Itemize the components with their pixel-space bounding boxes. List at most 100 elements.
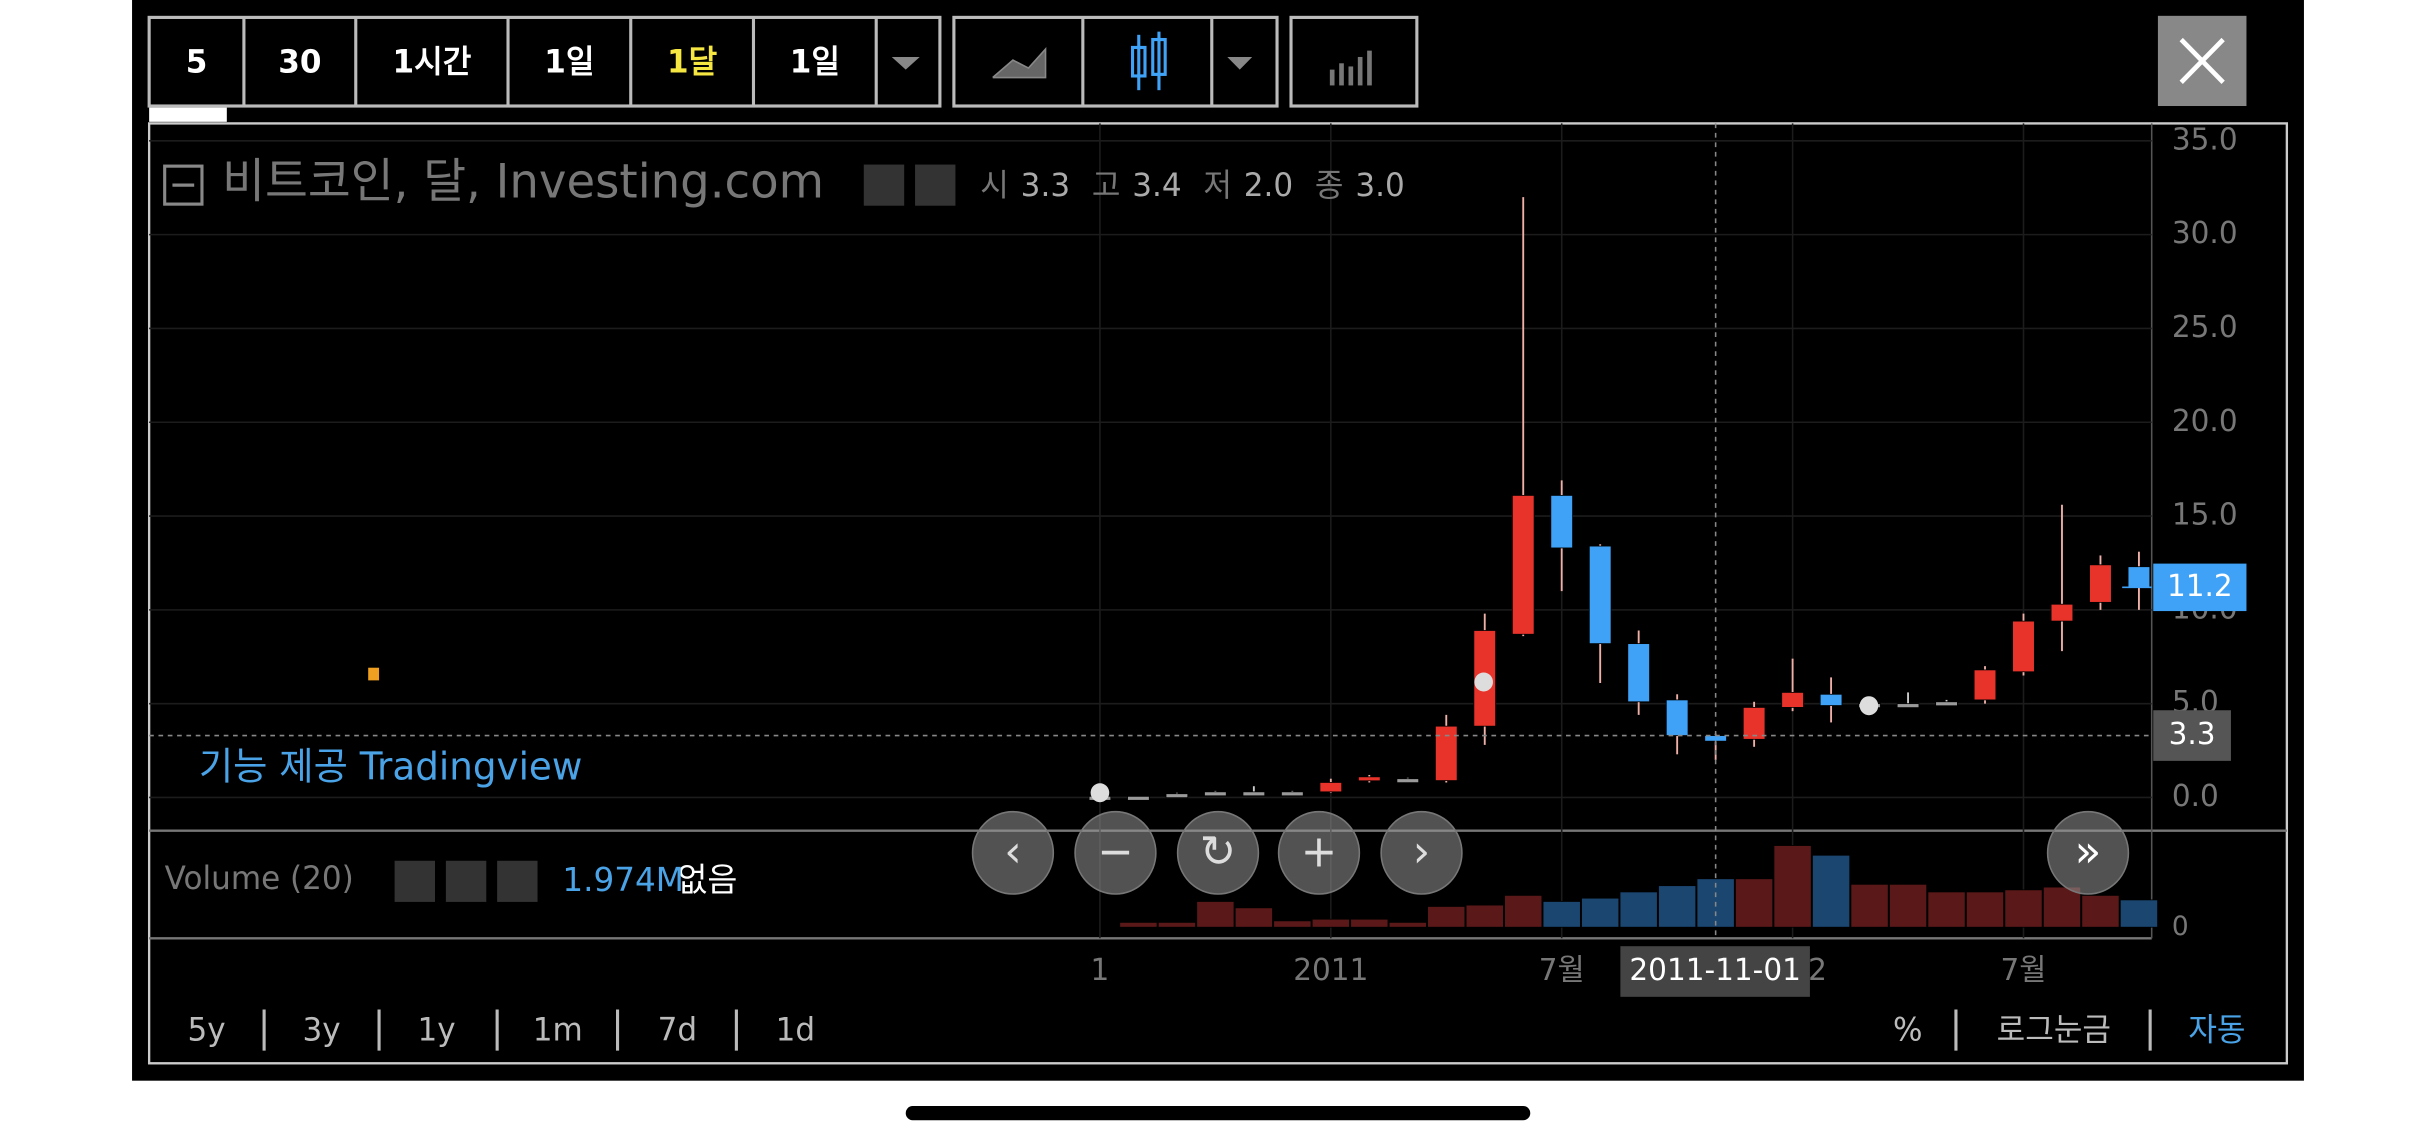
- candle-body: [1973, 669, 1997, 701]
- candle-body: [1319, 782, 1343, 793]
- range-button[interactable]: 1d: [776, 1012, 815, 1048]
- option-button[interactable]: 로그눈금: [1997, 1012, 2111, 1048]
- collapse-tab[interactable]: [149, 107, 227, 122]
- volume-bar: [2004, 889, 2043, 928]
- volume-bar: [1311, 918, 1350, 928]
- candle-body: [1627, 643, 1650, 703]
- line-chart-icon[interactable]: [992, 47, 1047, 79]
- indicator-button[interactable]: [1289, 15, 1419, 108]
- last-price: 11.2: [2167, 569, 2233, 604]
- volume-bar: [1388, 921, 1427, 928]
- nav-button[interactable]: [1380, 810, 1463, 895]
- toolbar: [147, 15, 2247, 122]
- option-button[interactable]: %: [1893, 1012, 1923, 1048]
- y-tick-label: 30.0: [2172, 216, 2238, 251]
- settings-button[interactable]: [915, 164, 956, 206]
- candle-body: [2050, 603, 2074, 622]
- eye-button[interactable]: [863, 164, 905, 206]
- volume-bar: [1658, 885, 1697, 928]
- event-marker: [1474, 672, 1493, 692]
- volume-bar: [2119, 899, 2158, 928]
- volume-bar: [1427, 906, 1466, 928]
- nav-button[interactable]: [2046, 810, 2130, 895]
- nav-button[interactable]: [1074, 810, 1157, 895]
- candle-body: [1358, 776, 1381, 782]
- candle-body: [1511, 495, 1535, 635]
- y-tick-label: 15.0: [2172, 497, 2238, 532]
- range-button[interactable]: 5y: [188, 1012, 226, 1048]
- nav-button[interactable]: [1176, 810, 1260, 895]
- ohlc-label: 종: [1315, 168, 1344, 204]
- volume-tick-label: 0: [2172, 911, 2189, 942]
- ohlc-label: 저: [1203, 168, 1232, 204]
- indicator-icon: [1329, 50, 1372, 86]
- volume-bar: [1619, 891, 1658, 928]
- dropdown-icon[interactable]: [1227, 56, 1253, 70]
- range-button[interactable]: 7d: [658, 1012, 697, 1048]
- x-tick-label: 2: [1808, 953, 1827, 988]
- crosshair-date: 2011-11-01: [1629, 953, 1800, 988]
- ohlc-label: 고: [1092, 168, 1121, 204]
- chart-frame: [147, 122, 2289, 1065]
- x-tick-label: 1: [1091, 953, 1110, 988]
- candle-icon[interactable]: [1131, 31, 1167, 91]
- ohlc-value: 3.4: [1132, 168, 1181, 204]
- candle-body: [1242, 791, 1266, 797]
- nav-icon: »: [2075, 826, 2102, 877]
- interval-button[interactable]: 1일: [544, 44, 594, 80]
- interval-button[interactable]: 1일: [790, 44, 840, 80]
- settings-button[interactable]: [445, 860, 487, 902]
- volume-bar: [1504, 894, 1543, 928]
- volume-bar: [2081, 894, 2120, 928]
- nav-icon: +: [1301, 826, 1337, 877]
- candle-body: [1204, 791, 1227, 797]
- interval-group: [147, 15, 942, 108]
- volume-bar: [1965, 891, 2005, 928]
- volume-bar: [1234, 907, 1273, 928]
- volume-bar: [1196, 901, 1235, 928]
- collapse-icon[interactable]: [163, 164, 204, 206]
- volume-bar: [1889, 883, 1928, 928]
- nav-button[interactable]: [971, 810, 1055, 895]
- candle-body: [1127, 795, 1150, 801]
- range-button[interactable]: 1y: [417, 1012, 455, 1048]
- y-tick-label: 25.0: [2172, 310, 2238, 345]
- interval-button[interactable]: 5: [186, 44, 208, 80]
- crosshair-date-tag: [1620, 946, 1810, 997]
- candle-body: [1704, 735, 1727, 742]
- event-marker: [1859, 696, 1879, 716]
- range-button[interactable]: 1m: [533, 1012, 583, 1048]
- remove-button[interactable]: [497, 860, 538, 902]
- interval-button[interactable]: 1달: [667, 44, 717, 80]
- eye-button[interactable]: [394, 860, 435, 902]
- home-indicator: [905, 1106, 1531, 1121]
- volume-bar: [1850, 883, 1889, 928]
- ohlc-value: 3.0: [1355, 168, 1404, 204]
- dropdown-icon[interactable]: [891, 56, 920, 70]
- candle-body: [1550, 495, 1573, 549]
- y-tick-label: 20.0: [2172, 404, 2238, 439]
- y-tick-label: 0.0: [2172, 779, 2219, 814]
- volume-bar: [1465, 904, 1504, 928]
- crosshair-price: 3.3: [2169, 717, 2216, 752]
- candle-body: [2012, 620, 2035, 673]
- nav-icon: ›: [1413, 826, 1430, 877]
- nav-icon: −: [1097, 826, 1133, 877]
- option-button[interactable]: 자동: [2188, 1012, 2245, 1048]
- range-button[interactable]: 3y: [303, 1012, 341, 1048]
- x-tick-label: 2011: [1293, 953, 1368, 988]
- nav-button[interactable]: [1277, 810, 1361, 895]
- volume-bar: [1927, 891, 1966, 928]
- watermark: 기능 제공 Tradingview: [199, 744, 583, 788]
- x-tick-label: 7월: [2001, 953, 2047, 988]
- indicator-dot: [368, 667, 380, 681]
- ohlc-label: 시: [980, 168, 1009, 204]
- candle-body: [1588, 545, 1612, 645]
- ohlc-value: 3.3: [1021, 168, 1070, 204]
- interval-button[interactable]: 30: [278, 44, 321, 80]
- volume-bar: [1542, 901, 1581, 928]
- interval-button[interactable]: 1시간: [393, 44, 472, 80]
- candle-body: [1819, 693, 1843, 706]
- candle-body: [1781, 692, 1804, 708]
